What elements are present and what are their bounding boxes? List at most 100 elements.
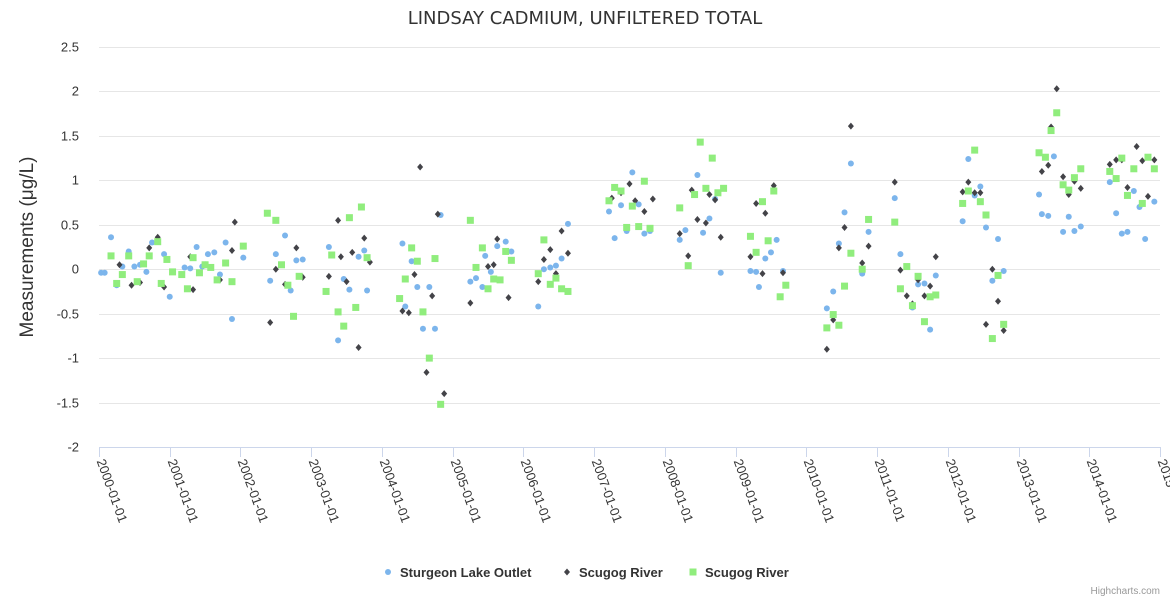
data-point[interactable]: [891, 178, 898, 186]
data-point[interactable]: [618, 202, 625, 209]
data-point[interactable]: [1150, 165, 1158, 173]
data-point[interactable]: [903, 292, 910, 300]
data-point[interactable]: [287, 287, 294, 294]
data-point[interactable]: [1053, 85, 1060, 93]
data-point[interactable]: [712, 196, 719, 204]
legend-item-1[interactable]: Scugog River: [564, 565, 663, 580]
data-point[interactable]: [434, 210, 441, 218]
data-point[interactable]: [564, 249, 571, 257]
data-point[interactable]: [364, 287, 371, 294]
data-point[interactable]: [708, 154, 716, 162]
data-point[interactable]: [767, 249, 774, 256]
data-point[interactable]: [161, 251, 168, 258]
data-point[interactable]: [143, 268, 150, 275]
data-point[interactable]: [977, 189, 984, 197]
data-point[interactable]: [1047, 127, 1055, 135]
data-point[interactable]: [101, 269, 108, 276]
data-point[interactable]: [782, 281, 790, 289]
data-point[interactable]: [405, 309, 412, 317]
data-point[interactable]: [858, 265, 866, 273]
data-point[interactable]: [865, 242, 872, 250]
data-point[interactable]: [1065, 213, 1072, 220]
data-point[interactable]: [835, 240, 842, 247]
data-point[interactable]: [865, 215, 873, 223]
data-point[interactable]: [676, 230, 683, 238]
data-point[interactable]: [222, 239, 229, 246]
data-point[interactable]: [897, 251, 904, 258]
data-point[interactable]: [1133, 143, 1140, 151]
data-point[interactable]: [1151, 156, 1158, 164]
data-point[interactable]: [959, 218, 966, 225]
data-point[interactable]: [396, 295, 404, 303]
data-point[interactable]: [776, 293, 784, 301]
data-point[interactable]: [865, 228, 872, 235]
legend[interactable]: Sturgeon Lake Outlet Scugog River Scugog R…: [385, 565, 789, 580]
data-point[interactable]: [841, 223, 848, 231]
data-point[interactable]: [419, 325, 426, 332]
data-point[interactable]: [623, 223, 631, 231]
data-point[interactable]: [189, 254, 197, 262]
data-point[interactable]: [932, 253, 939, 261]
data-point[interactable]: [183, 285, 191, 293]
data-point[interactable]: [1000, 327, 1007, 335]
data-point[interactable]: [487, 268, 494, 275]
data-point[interactable]: [425, 354, 433, 362]
data-point[interactable]: [764, 237, 772, 245]
data-point[interactable]: [478, 244, 486, 252]
data-point[interactable]: [325, 244, 332, 250]
data-point[interactable]: [437, 400, 445, 408]
data-point[interactable]: [891, 195, 898, 202]
data-point[interactable]: [932, 272, 939, 279]
data-point[interactable]: [363, 254, 371, 262]
data-point[interactable]: [547, 264, 554, 271]
data-point[interactable]: [467, 299, 474, 307]
data-point[interactable]: [178, 271, 186, 279]
data-point[interactable]: [508, 248, 515, 255]
data-point[interactable]: [402, 303, 409, 310]
data-point[interactable]: [717, 233, 724, 241]
data-point[interactable]: [847, 249, 855, 257]
data-point[interactable]: [540, 266, 547, 273]
data-point[interactable]: [472, 263, 480, 271]
data-point[interactable]: [334, 308, 342, 316]
data-point[interactable]: [859, 259, 866, 267]
data-point[interactable]: [1138, 199, 1146, 207]
data-point[interactable]: [891, 218, 899, 226]
data-point[interactable]: [759, 270, 766, 278]
data-point[interactable]: [982, 320, 989, 328]
data-point[interactable]: [823, 345, 830, 353]
legend-marker-icon[interactable]: [689, 568, 697, 576]
data-point[interactable]: [140, 260, 148, 268]
data-point[interactable]: [482, 252, 489, 259]
data-point[interactable]: [995, 236, 1002, 242]
legend-marker-icon[interactable]: [385, 569, 391, 575]
data-point[interactable]: [1106, 167, 1114, 175]
data-point[interactable]: [107, 252, 115, 260]
data-point[interactable]: [502, 247, 510, 255]
data-point[interactable]: [346, 286, 353, 293]
data-point[interactable]: [897, 266, 904, 274]
data-point[interactable]: [272, 265, 279, 273]
data-point[interactable]: [959, 199, 967, 207]
data-point[interactable]: [325, 272, 332, 280]
data-point[interactable]: [540, 236, 548, 244]
data-point[interactable]: [267, 319, 274, 327]
data-point[interactable]: [1036, 191, 1043, 198]
data-point[interactable]: [915, 281, 922, 288]
data-point[interactable]: [965, 178, 972, 186]
data-point[interactable]: [558, 227, 565, 235]
data-point[interactable]: [558, 255, 565, 262]
data-point[interactable]: [154, 238, 162, 246]
data-point[interactable]: [823, 324, 831, 332]
data-point[interactable]: [682, 227, 689, 234]
data-point[interactable]: [977, 183, 984, 190]
data-point[interactable]: [284, 281, 292, 289]
data-point[interactable]: [830, 288, 837, 295]
data-point[interactable]: [502, 238, 509, 245]
data-point[interactable]: [485, 263, 492, 271]
data-point[interactable]: [282, 232, 289, 239]
data-point[interactable]: [335, 337, 342, 344]
data-point[interactable]: [829, 311, 837, 319]
data-point[interactable]: [187, 265, 194, 272]
data-point[interactable]: [694, 172, 701, 178]
